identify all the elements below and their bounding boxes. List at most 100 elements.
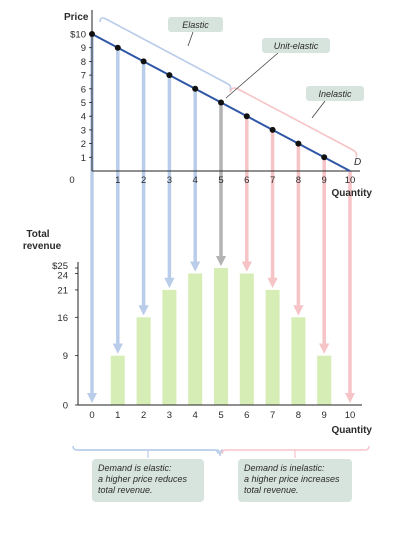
elastic-leader [187,31,194,47]
demand-point-q2 [140,58,147,65]
revenue-tick-label: 9 [63,351,68,362]
inelastic-note-line1: Demand is inelastic: [244,463,325,473]
price-tick-label: 3 [81,125,86,136]
demand-point-q4 [192,85,199,92]
demand-point-q7 [269,126,276,133]
quantity-tick-label-bottom: 6 [244,410,249,421]
inelastic-label-text: Inelastic [318,89,352,99]
price-tick-label: 5 [81,98,86,109]
quantity-tick-label-bottom: 0 [89,410,94,421]
revenue-bar-q4 [188,273,203,405]
quantity-tick-label-top: 2 [141,175,146,186]
price-tick-label: 9 [81,43,86,54]
revenue-bar-q1 [110,355,125,405]
revenue-bar-q3 [162,289,177,405]
quantity-axis-title-bottom: Quantity [331,425,372,436]
quantity-tick-label-bottom: 7 [270,410,275,421]
demand-point-q0 [89,31,95,37]
elastic-bracket [99,17,232,91]
revenue-bars [110,268,332,405]
arrow-head-front-q1 [112,343,123,354]
unit-elastic-label-text: Unit-elastic [274,41,319,51]
demand-point-q5 [218,99,224,106]
arrow-head-front-q4 [190,261,201,272]
revenue-axis-title-line1: Total [26,229,49,240]
inelastic-bracket [229,87,358,158]
price-tick-label: 4 [81,112,86,123]
quantity-tick-label-bottom: 9 [322,410,327,421]
price-tick-label: 6 [81,84,86,95]
revenue-tick-label: 0 [63,401,68,412]
demand-point-q3 [166,72,173,79]
inelastic-label: Inelastic [306,86,364,101]
quantity-tick-label-top: 1 [115,175,120,186]
quantity-tick-label-bottom: 8 [296,410,301,421]
arrow-head-q10 [345,393,355,403]
elastic-label: Elastic [168,17,223,32]
price-axis-title: Price [64,12,89,23]
arrow-head-front-q7 [267,277,278,288]
quantity-tick-label-top: 4 [193,175,198,186]
price-tick-label: 1 [81,153,86,164]
demand-point-q1 [114,44,121,51]
elastic-note-line3: total revenue. [98,485,153,495]
quantity-axis-title-top: Quantity [331,188,372,199]
quantity-tick-label-bottom: 2 [141,410,146,421]
quantity-tick-label-bottom: 5 [218,410,223,421]
elastic-label-text: Elastic [182,20,209,30]
revenue-axis-title-line2: revenue [23,241,62,252]
inelastic-note-line3: total revenue. [244,485,299,495]
demand-curve-label: D [354,157,361,168]
quantity-tick-label-top: 3 [167,175,172,186]
price-tick-label: 7 [81,71,86,82]
revenue-bar-q6 [239,273,254,405]
revenue-bar-q5 [214,268,228,405]
price-tick-label: 2 [81,139,86,150]
quantity-tick-label-top: 10 [345,175,356,186]
revenue-bar-q7 [265,289,280,405]
quantity-ticks-top: 0 1 2 3 4 5 6 7 8 9 10 [69,175,355,186]
quantity-tick-label-bottom: 3 [167,410,172,421]
price-tick-label: 8 [81,57,86,68]
demand-points [89,31,328,161]
unit-elastic-label: Unit-elastic [262,38,330,53]
elastic-note: Demand is elastic: a higher price reduce… [92,459,204,502]
inelastic-note-line2: a higher price increases [244,474,340,484]
arrow-head-front-q2 [138,305,149,316]
arrow-head-front-q6 [241,261,252,272]
arrow-head-front-q9 [319,343,330,354]
summary-brackets [72,445,370,458]
price-ticks: $10 9 8 7 6 5 4 3 2 1 [70,30,92,164]
inelastic-note: Demand is inelastic: a higher price incr… [238,459,352,502]
arrow-head-q0 [87,393,97,403]
elasticity-brackets [99,17,358,158]
revenue-tick-label: $25 [52,261,68,272]
quantity-tick-label-bottom: 10 [345,410,356,421]
arrow-head-front-q8 [293,305,304,316]
demand-point-q6 [243,113,250,120]
revenue-tick-label: 21 [57,285,68,296]
revenue-arrows-front [112,256,330,354]
quantity-tick-label-bottom: 1 [115,410,120,421]
price-tick-label: $10 [70,30,86,41]
revenue-tick-label: 24 [57,270,68,281]
quantity-tick-label-top: 5 [218,175,223,186]
revenue-bar-q2 [136,317,151,405]
elastic-note-line2: a higher price reduces [98,474,188,484]
quantity-tick-label-bottom: 4 [193,410,198,421]
quantity-tick-label-top: 6 [244,175,249,186]
revenue-tick-label: 16 [57,313,68,324]
demand-point-q8 [295,140,302,147]
quantity-tick-label-top: 8 [296,175,301,186]
inelastic-leader [311,100,326,119]
arrow-head-front-q5 [216,256,226,266]
quantity-ticks-bottom: 0 1 2 3 4 5 6 7 8 9 10 [89,410,355,421]
arrow-head-front-q3 [164,277,175,288]
demand-point-q9 [321,154,328,161]
revenue-bar-q8 [291,317,306,405]
quantity-tick-label-top: 7 [270,175,275,186]
